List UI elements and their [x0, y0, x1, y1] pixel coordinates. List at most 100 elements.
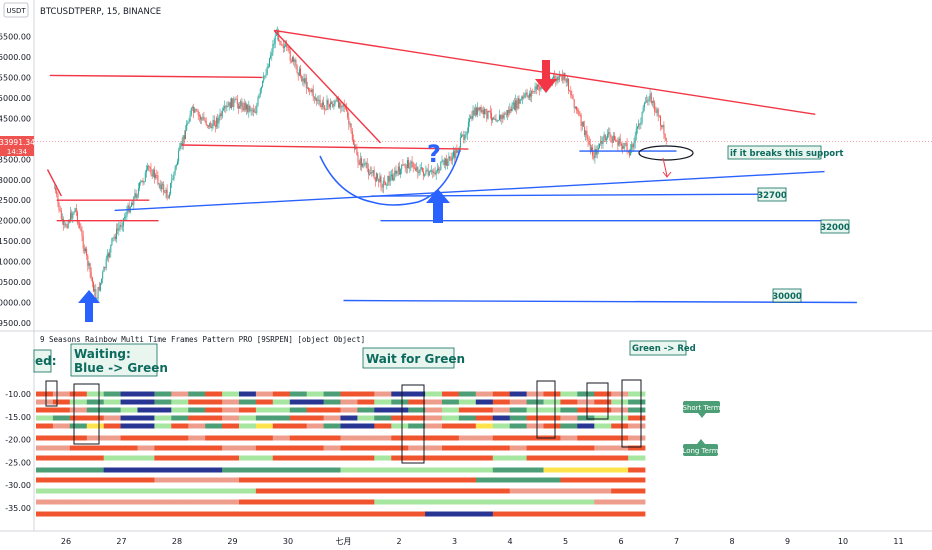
rainbow-cell: [391, 391, 409, 397]
candle: [461, 131, 462, 139]
currency-badge[interactable]: USDT: [3, 2, 29, 18]
red-down-arrow-icon[interactable]: [535, 60, 557, 93]
highlight-box[interactable]: [401, 384, 425, 464]
indicator-highlight-boxes[interactable]: [45, 379, 642, 464]
waiting-callout[interactable]: Waiting: Blue -> Green: [70, 343, 168, 377]
blue-up-arrow-icon[interactable]: [78, 290, 100, 322]
level-label-32000[interactable]: 32000: [820, 219, 850, 234]
rainbow-cell: [137, 423, 155, 429]
rainbow-cell: [205, 467, 223, 473]
time-axis[interactable]: 26 27 28 29 30 七月 2 3 4 5 6 7 8 9 10 11: [61, 537, 904, 546]
highlight-box[interactable]: [73, 383, 100, 445]
candle: [507, 109, 508, 121]
clipped-callout[interactable]: ed:: [33, 349, 57, 373]
rainbow-cell: [475, 435, 494, 441]
candle: [635, 123, 637, 141]
price-tick-label: 29500.00: [0, 319, 31, 328]
highlight-box[interactable]: [45, 380, 58, 407]
rainbow-cell: [357, 407, 375, 413]
long-term-badge[interactable]: Long Term: [682, 439, 719, 456]
candle: [449, 156, 451, 162]
rainbow-row: [36, 391, 646, 397]
rainbow-cell: [458, 511, 477, 517]
candle: [352, 134, 354, 145]
rainbow-cell: [69, 423, 88, 429]
candle: [306, 81, 308, 90]
rainbow-cell: [509, 511, 527, 517]
price-tick-label: 36500.00: [0, 33, 31, 42]
candle: [119, 221, 121, 232]
rainbow-cell: [120, 391, 138, 397]
rainbow-cell: [289, 455, 308, 461]
rainbow-cell: [425, 511, 443, 517]
trend-line[interactable]: [181, 144, 469, 150]
svg-text:14:34: 14:34: [7, 148, 28, 156]
candle: [163, 181, 165, 196]
candle: [474, 104, 476, 118]
rainbow-cell: [340, 511, 358, 517]
candle: [503, 111, 505, 121]
rainbow-cell: [442, 399, 460, 405]
trend-lines[interactable]: [46, 29, 857, 304]
level-label-30000[interactable]: 30000: [772, 288, 802, 303]
highlight-box[interactable]: [536, 380, 556, 439]
rainbow-cell: [103, 415, 121, 421]
candle: [60, 207, 62, 221]
candle: [350, 123, 352, 134]
blue-up-arrow-icon[interactable]: [426, 189, 450, 223]
rainbow-row: [36, 467, 646, 473]
trend-line[interactable]: [114, 170, 825, 212]
rainbow-cell: [611, 445, 629, 451]
rainbow-cell: [222, 391, 240, 397]
rainbow-cell: [154, 467, 172, 473]
price-axis[interactable]: 29500.00 30000.00 30500.00 31000.00 31500.00…: [0, 33, 31, 329]
highlight-box[interactable]: [621, 379, 642, 448]
question-mark-icon[interactable]: ?: [427, 140, 441, 168]
highlight-box[interactable]: [586, 382, 609, 420]
candle: [228, 102, 230, 111]
candle: [311, 87, 313, 96]
trend-line[interactable]: [49, 74, 263, 79]
candle: [526, 88, 528, 98]
trend-line[interactable]: [343, 299, 857, 304]
level-label-32700[interactable]: 32700: [757, 187, 787, 202]
rainbow-cell: [577, 445, 595, 451]
candle: [370, 166, 372, 175]
support-note-callout[interactable]: if it breaks this support: [727, 145, 843, 160]
rainbow-cell: [543, 445, 561, 451]
candle: [486, 108, 488, 122]
candle: [657, 107, 659, 122]
candle: [309, 88, 311, 96]
trend-line[interactable]: [273, 29, 382, 144]
rainbow-cell: [357, 455, 375, 461]
rainbow-cell: [611, 511, 629, 517]
rainbow-cell: [628, 467, 646, 473]
rainbow-cell: [340, 445, 358, 451]
rainbow-cell: [442, 455, 460, 461]
rainbow-cell: [137, 435, 155, 441]
indicator-title[interactable]: 9 Seasons Rainbow Multi Time Frames Patt…: [40, 335, 365, 344]
current-price-badge[interactable]: 33991.34 14:34: [0, 136, 35, 156]
rainbow-cell: [205, 499, 223, 505]
svg-text:32000: 32000: [820, 223, 850, 233]
rainbow-cell: [188, 445, 206, 451]
support-ellipse[interactable]: [638, 145, 694, 161]
rainbow-cell: [272, 488, 291, 494]
rainbow-cell: [289, 415, 308, 421]
rainbow-cell: [425, 407, 443, 413]
rainbow-cell: [340, 455, 358, 461]
rainbow-cell: [492, 399, 511, 405]
bowl-curve-drawing[interactable]: [319, 149, 461, 206]
candle: [204, 117, 206, 123]
rainbow-cell: [560, 488, 578, 494]
rainbow-cell: [171, 415, 189, 421]
trend-line[interactable]: [46, 169, 63, 197]
green-red-callout[interactable]: Green -> Red: [629, 340, 696, 356]
rainbow-cell: [222, 399, 240, 405]
time-tick-label: 7: [674, 537, 679, 546]
indicator-axis[interactable]: -10.00 -15.00 -20.00 -25.00 -30.00 -35.00: [5, 390, 31, 513]
short-term-badge[interactable]: Short Term: [683, 401, 721, 418]
wait-green-callout[interactable]: Wait for Green: [362, 347, 465, 369]
rainbow-cell: [374, 477, 392, 483]
